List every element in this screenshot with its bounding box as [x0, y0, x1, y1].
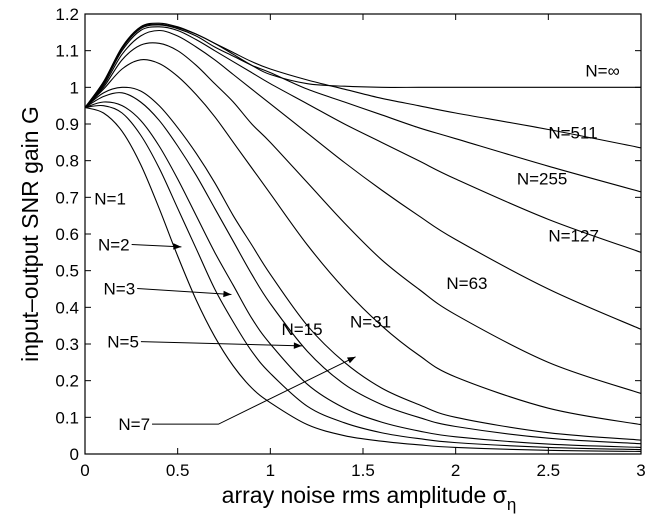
series-line-5: [85, 59, 641, 426]
curve-label-7: N=1: [94, 190, 126, 209]
x-tick-label: 1.5: [351, 461, 375, 480]
series-line-1: [85, 104, 641, 451]
series-line-2: [85, 101, 641, 448]
series-line-11: [85, 22, 641, 108]
x-tick-label: 2: [451, 461, 460, 480]
series-line-0: [85, 106, 641, 452]
series-line-4: [85, 86, 641, 441]
annotation-arrow-9: [137, 288, 232, 295]
y-axis-title: input–output SNR gain G: [17, 106, 43, 362]
arrowhead-8: [173, 243, 182, 250]
y-tick-label: 1.2: [55, 5, 79, 24]
curve-label-9: N=3: [104, 280, 136, 299]
annotation-arrow-11: [152, 356, 356, 425]
ticks-group: 0 0.5 1 1.5 2 2.5 3 0 0.1 0.2 0.3 0.4 0.5 0.6 0.7 0.8 0.…: [55, 5, 645, 480]
curve-label-4: N=63: [446, 274, 487, 293]
series-line-6: [85, 42, 641, 395]
x-axis-title-subscript: η: [507, 495, 516, 514]
y-tick-label: 0.2: [55, 372, 79, 391]
series-line-10: [85, 23, 641, 149]
series-line-3: [85, 92, 641, 445]
curve-label-6: N=15: [281, 320, 322, 339]
arrowhead-11: [346, 356, 356, 364]
y-tick-label: 0.1: [55, 408, 79, 427]
y-tick-label: 0.4: [55, 298, 79, 317]
y-tick-label: 0.8: [55, 152, 79, 171]
curve-label-8: N=2: [98, 236, 130, 255]
curve-label-1: N=511: [548, 124, 597, 143]
curve-label-5: N=31: [350, 313, 391, 332]
x-tick-label: 1: [266, 461, 275, 480]
x-tick-label: 3: [636, 461, 645, 480]
series-line-8: [85, 26, 641, 253]
series-line-7: [85, 29, 641, 330]
y-tick-label: 0.6: [55, 225, 79, 244]
x-tick-label: 2.5: [537, 461, 561, 480]
curve-label-11: N=7: [118, 415, 150, 434]
y-tick-label: 0.7: [55, 188, 79, 207]
curve-label-3: N=127: [548, 226, 599, 245]
y-tick-label: 1: [70, 78, 79, 97]
arrowhead-9: [223, 290, 232, 298]
y-tick-label: 0.5: [55, 262, 79, 281]
curve-label-0: N=∞: [585, 61, 619, 80]
curve-label-2: N=255: [517, 170, 568, 189]
x-axis-title: array noise rms amplitude ση: [222, 482, 517, 514]
arrowhead-10: [293, 342, 302, 349]
x-axis-title-text: array noise rms amplitude σ: [222, 482, 507, 508]
curves-group: [85, 22, 641, 452]
y-tick-label: 0: [70, 445, 79, 464]
curve-label-10: N=5: [107, 333, 139, 352]
annotations-group: N=∞ N=511 N=255 N=127 N=63 N=31 N=15 N=1 N=2 N=3 N…: [94, 61, 619, 434]
series-line-9: [85, 24, 641, 193]
x-tick-label: 0.5: [166, 461, 190, 480]
annotation-arrow-8: [131, 244, 182, 248]
y-tick-label: 1.1: [55, 42, 79, 61]
y-tick-label: 0.3: [55, 335, 79, 354]
y-tick-label: 0.9: [55, 115, 79, 134]
annotation-arrow-10: [140, 341, 302, 347]
x-tick-label: 0: [80, 461, 89, 480]
